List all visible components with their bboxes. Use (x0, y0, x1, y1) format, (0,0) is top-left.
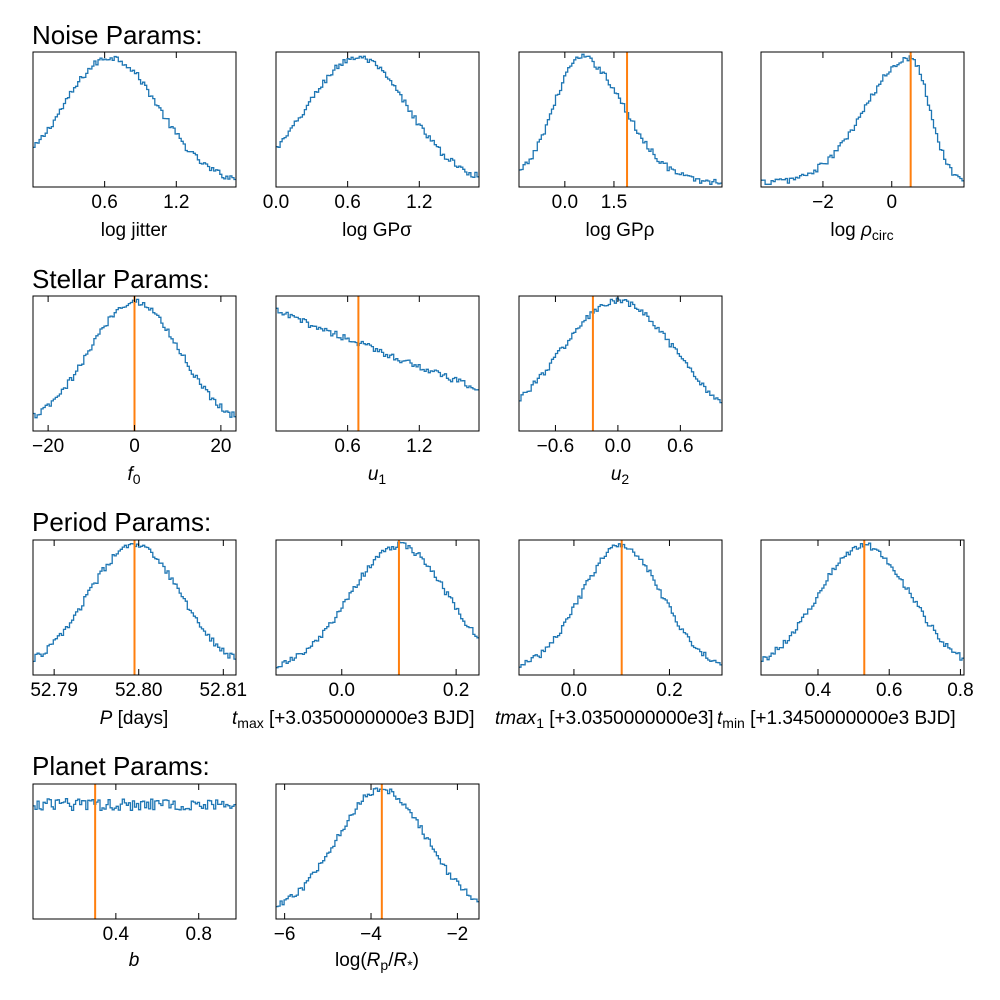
xlabel-tmax1: tmax1 [+3.0350000000e3] (495, 708, 714, 731)
x-tick-label: 0.0 (605, 436, 631, 457)
group-title-period: Period Params: (32, 507, 211, 537)
axes-frame (275, 51, 480, 188)
x-tick-label: −20 (32, 436, 64, 457)
x-tick-label: 52.79 (30, 680, 78, 701)
histogram-trace (519, 53, 722, 185)
histogram-trace (276, 307, 479, 391)
x-tick-label: 1.2 (406, 436, 432, 457)
axes-frame (32, 51, 237, 188)
histogram-panel: 0.0 0.6 1.2 (263, 51, 480, 213)
histogram-panel: 0.0 1.5 (518, 51, 723, 213)
histogram-panel: −6 −4 −2 (274, 783, 480, 945)
histogram-panel: 0.6 1.2 (275, 295, 480, 457)
xlabel-u1: u1 (368, 464, 387, 487)
x-tick-label: 0.6 (876, 680, 902, 701)
histogram-trace (519, 543, 722, 668)
group-title-noise: Noise Params: (32, 20, 203, 50)
histogram-panel: 0.0 0.2 (518, 539, 723, 701)
x-tick-label: 1.2 (163, 192, 189, 213)
x-tick-label: 0.4 (805, 680, 832, 701)
x-tick-label: 0.0 (561, 680, 587, 701)
axes-frame (32, 783, 237, 920)
histogram-panel: −0.6 0.0 0.6 (518, 295, 723, 457)
histogram-trace (761, 55, 964, 185)
xlabel-tmin: tmin [+1.3450000000e3 BJD] (717, 708, 956, 731)
axes-frame (518, 51, 723, 188)
x-tick-label: 1.2 (406, 192, 432, 213)
histogram-trace (276, 55, 479, 179)
x-tick-label: 0.4 (103, 924, 130, 945)
axes-frame (518, 539, 723, 676)
x-tick-label: −6 (274, 924, 296, 945)
group-title-planet: Planet Params: (32, 751, 210, 781)
x-tick-label: 0.0 (329, 680, 355, 701)
histogram-trace (276, 787, 479, 908)
histogram-trace (519, 297, 722, 404)
x-tick-label: −2 (812, 192, 834, 213)
xlabel-tmax: tmax [+3.0350000000e3 BJD] (232, 708, 475, 731)
xlabel-log-rho-circ: log ρcirc (830, 220, 893, 243)
x-tick-label: 0.6 (334, 436, 360, 457)
x-tick-label: 1.5 (601, 192, 627, 213)
histogram-trace (33, 798, 236, 812)
x-tick-label: 0.2 (656, 680, 682, 701)
x-tick-label: 52.80 (115, 680, 163, 701)
x-tick-label: 0.6 (667, 436, 693, 457)
x-tick-label: 0.6 (334, 192, 360, 213)
xlabel-period: P [days] (100, 708, 169, 729)
x-tick-label: −4 (360, 924, 382, 945)
histogram-panel: −20 0 20 (32, 295, 237, 457)
axes-frame (275, 783, 480, 920)
x-tick-label: −2 (447, 924, 469, 945)
x-tick-label: 52.81 (200, 680, 248, 701)
axes-frame (518, 295, 723, 432)
histogram-trace (276, 541, 479, 669)
xlabel-log-gp-sigma: log GPσ (342, 220, 412, 241)
xlabel-log-gp-rho: log GPρ (586, 220, 655, 241)
axes-frame (275, 295, 480, 432)
xlabel-log-rp-rstar: log(Rp/R*) (335, 950, 419, 973)
axes-frame (760, 51, 965, 188)
x-tick-label: 0 (886, 192, 897, 213)
x-tick-label: −0.6 (537, 436, 575, 457)
histogram-panel: −2 0 (760, 51, 965, 213)
axes-frame (32, 539, 237, 676)
histogram-trace (761, 542, 964, 662)
x-tick-label: 0.8 (947, 680, 973, 701)
axes-frame (275, 539, 480, 676)
x-tick-label: 0.2 (443, 680, 469, 701)
histogram-panel: 0.4 0.8 (32, 783, 237, 945)
group-title-stellar: Stellar Params: (32, 264, 210, 294)
xlabel-f0: f0 (127, 464, 140, 487)
histogram-panel: 0.6 1.2 (32, 51, 237, 213)
x-tick-label: 0.6 (91, 192, 117, 213)
x-tick-label: 0.8 (186, 924, 212, 945)
histogram-trace (33, 55, 236, 181)
x-tick-label: 0.0 (552, 192, 578, 213)
histogram-panel: 0.4 0.6 0.8 (760, 539, 974, 701)
x-tick-label: 20 (210, 436, 231, 457)
x-tick-label: 0 (129, 436, 140, 457)
xlabel-u2: u2 (611, 464, 630, 487)
xlabel-b: b (129, 950, 140, 971)
histogram-panel: 52.79 52.80 52.81 (30, 539, 248, 701)
axes-frame (760, 539, 965, 676)
histogram-panel: 0.0 0.2 (275, 539, 480, 701)
x-tick-label: 0.0 (263, 192, 289, 213)
panels-layer: 0.6 1.2 0.0 0.6 1.2 0.0 1.5 −2 0−20 0 20 0.6 1.2 −0.6… (30, 51, 974, 945)
xlabel-log-jitter: log jitter (101, 220, 168, 241)
